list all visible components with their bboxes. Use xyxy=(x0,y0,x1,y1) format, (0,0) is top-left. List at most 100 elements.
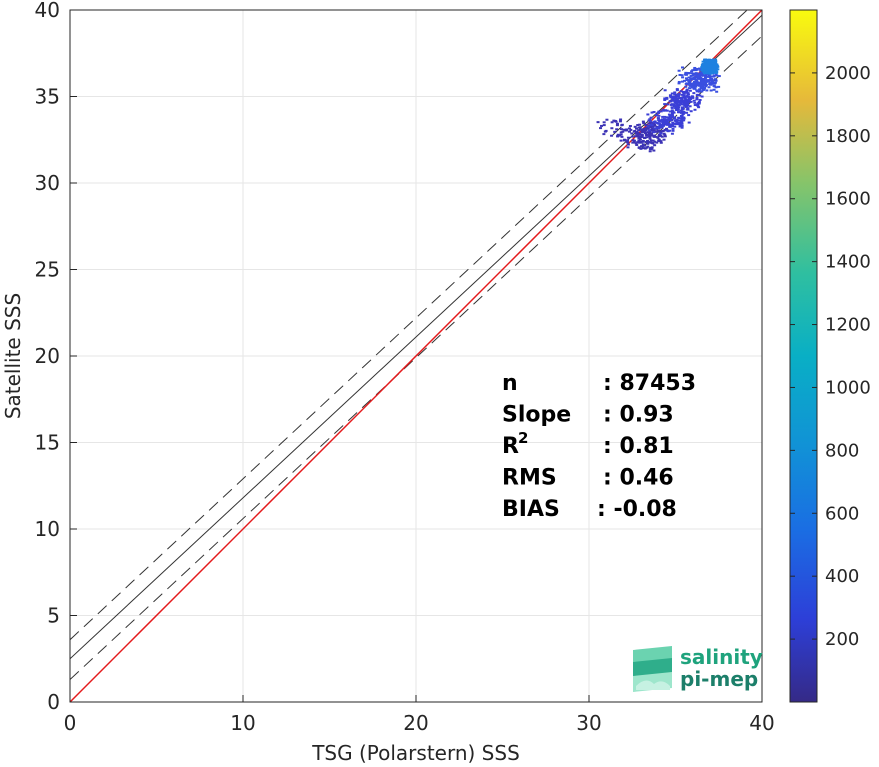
density-cell xyxy=(708,75,712,78)
density-cell xyxy=(706,80,710,83)
density-cell xyxy=(660,118,664,121)
density-cell xyxy=(694,80,698,83)
density-cell xyxy=(684,105,688,108)
density-cell xyxy=(712,88,716,91)
density-cell xyxy=(685,111,689,114)
density-cell xyxy=(666,103,670,106)
density-cell xyxy=(695,68,699,71)
density-cell xyxy=(637,146,641,149)
density-cell xyxy=(628,125,632,128)
density-cell xyxy=(602,124,606,127)
density-cell xyxy=(660,126,664,129)
density-cell xyxy=(612,119,616,122)
density-cell xyxy=(702,78,706,81)
density-cell xyxy=(712,84,716,87)
y-tick-label: 40 xyxy=(35,0,60,22)
density-cell xyxy=(679,102,683,105)
density-cell xyxy=(673,91,677,94)
density-cell xyxy=(641,120,645,123)
density-cell xyxy=(675,101,679,104)
density-cell xyxy=(710,68,714,71)
density-cell xyxy=(676,99,680,102)
density-cell xyxy=(669,96,673,99)
density-cell xyxy=(654,135,658,138)
density-cell xyxy=(692,68,696,71)
density-cell xyxy=(616,135,620,138)
density-cell xyxy=(711,62,715,65)
density-cell xyxy=(700,66,704,69)
density-cell xyxy=(653,140,657,143)
density-cell xyxy=(675,105,679,108)
density-cell xyxy=(670,106,674,109)
density-cell xyxy=(642,128,646,131)
density-cell xyxy=(714,79,718,82)
density-cell xyxy=(689,97,693,100)
density-cell xyxy=(698,98,702,101)
density-cell xyxy=(668,125,672,128)
density-cell xyxy=(599,127,603,130)
density-cell xyxy=(649,146,653,149)
density-cell xyxy=(652,110,656,113)
density-cell xyxy=(696,93,700,96)
density-cell xyxy=(652,135,656,138)
colorbar xyxy=(789,9,818,703)
density-cell xyxy=(610,121,614,124)
density-cell xyxy=(625,140,629,143)
density-cell xyxy=(646,127,650,130)
density-cell xyxy=(680,110,684,113)
density-cell xyxy=(600,124,604,127)
density-cell xyxy=(697,67,701,70)
y-tick-label: 15 xyxy=(35,431,60,455)
density-cell xyxy=(653,120,657,123)
density-cell xyxy=(642,129,646,132)
density-cell xyxy=(700,69,704,72)
density-cell xyxy=(683,79,687,82)
density-cell xyxy=(605,118,609,121)
density-cell xyxy=(633,129,637,132)
density-cell xyxy=(705,72,709,75)
density-cell xyxy=(691,74,695,77)
density-cell xyxy=(701,74,705,77)
density-cell xyxy=(710,75,714,78)
colorbar-ticks: 200 400 600 800 1000 1200 1400 1600 1800 2000 xyxy=(790,63,871,650)
density-cell xyxy=(716,68,720,71)
density-cell xyxy=(648,130,652,133)
density-cell xyxy=(651,134,655,137)
density-cell xyxy=(687,99,691,102)
density-cell xyxy=(675,118,679,121)
stat-value: : 0.81 xyxy=(603,434,674,459)
density-cell xyxy=(665,116,669,119)
density-cell xyxy=(695,89,699,92)
density-cell xyxy=(670,92,674,95)
density-cell xyxy=(688,89,692,92)
density-cell xyxy=(691,85,695,88)
density-cell xyxy=(650,123,654,126)
density-cell xyxy=(675,120,679,123)
density-cell xyxy=(698,89,702,92)
density-cell xyxy=(633,135,637,138)
density-cell xyxy=(652,131,656,134)
density-cell xyxy=(698,94,702,97)
density-cell xyxy=(677,119,681,122)
density-cell xyxy=(681,66,685,69)
density-cell xyxy=(638,135,642,138)
density-cell xyxy=(655,125,659,128)
density-cell xyxy=(649,116,653,119)
density-cell xyxy=(686,93,690,96)
density-cell xyxy=(704,73,708,76)
density-cell xyxy=(648,118,652,121)
colorbar-tick-label: 1600 xyxy=(825,189,871,210)
density-cell xyxy=(679,122,683,125)
density-cell xyxy=(651,139,655,142)
salinity-pi-mep-logo: salinity pi-mep xyxy=(633,645,763,692)
density-cell xyxy=(681,80,685,83)
density-cell xyxy=(680,115,684,118)
density-cell xyxy=(687,76,691,79)
colorbar-tick-label: 1200 xyxy=(825,315,871,336)
density-cell xyxy=(688,79,692,82)
density-cell xyxy=(644,123,648,126)
density-cell xyxy=(687,82,691,85)
density-cell xyxy=(704,74,708,77)
density-cell xyxy=(715,90,719,93)
density-cell xyxy=(648,150,652,153)
